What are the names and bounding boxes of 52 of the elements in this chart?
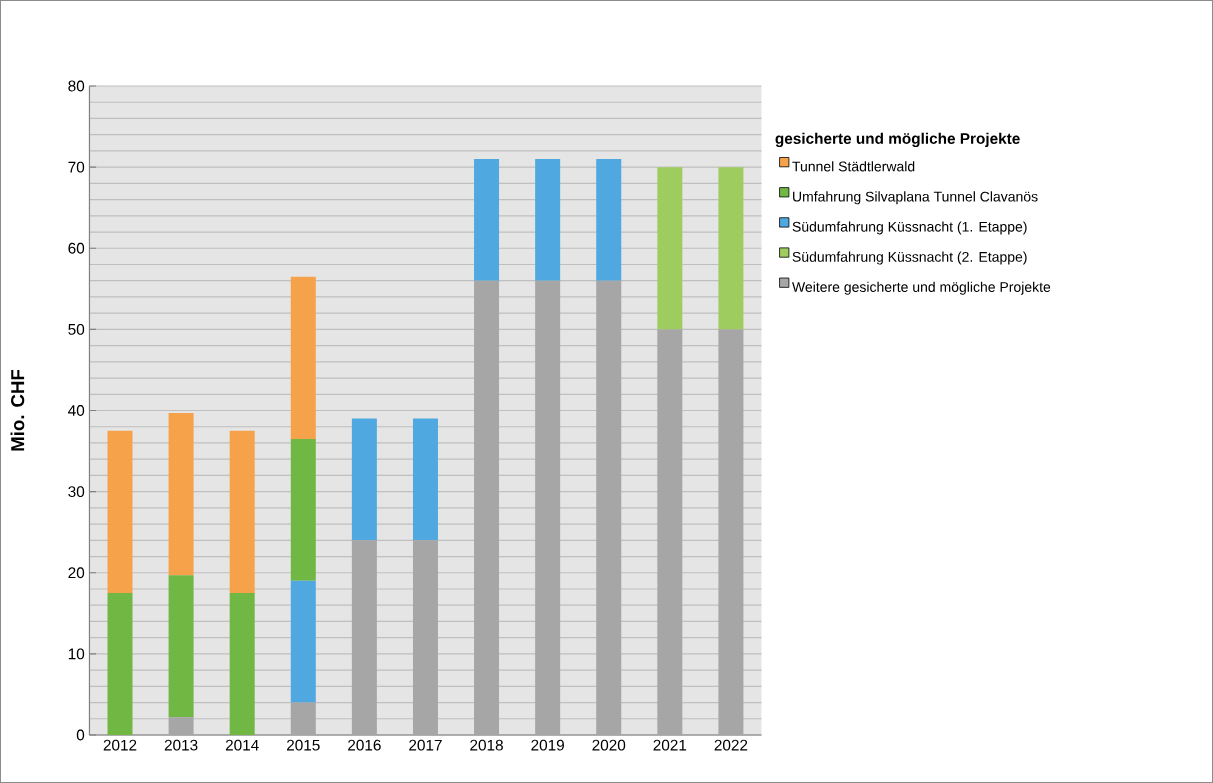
bar [290, 438, 316, 581]
legend-label: Umfahrung Silvaplana Tunnel Clavanös [793, 191, 1038, 205]
bar [718, 167, 744, 330]
bar [412, 540, 438, 735]
bar [718, 329, 744, 735]
bar [596, 280, 622, 735]
x-tick-label: 2015 [287, 739, 320, 751]
bar [107, 430, 133, 594]
y-tick-label: 30 [68, 486, 85, 498]
y-tick-label: 70 [68, 161, 85, 173]
x-tick-label: 2016 [348, 739, 381, 751]
bar [596, 159, 622, 281]
bar [168, 717, 194, 735]
x-tick-label: 2020 [592, 739, 626, 751]
bar [657, 329, 683, 735]
bar [351, 418, 377, 541]
x-tick-label: 2019 [531, 739, 564, 751]
x-tick-label: 2022 [714, 739, 748, 751]
bar [290, 276, 316, 439]
bar [535, 280, 561, 735]
x-tick-label: 2013 [164, 739, 198, 751]
bar [535, 159, 561, 281]
x-tick-label: 2014 [225, 739, 259, 751]
bar [168, 575, 194, 718]
bar [107, 593, 133, 735]
bar [657, 167, 683, 330]
bar [351, 540, 377, 735]
y-tick-label: 0 [76, 729, 85, 741]
legend-label: Südumfahrung Küssnacht (2. Etappe) [792, 251, 1027, 265]
legend-label: Weitere gesicherte und mögliche Projekte [792, 281, 1051, 295]
bar [229, 593, 255, 735]
x-tick-label: 2017 [409, 739, 442, 751]
bar [290, 580, 316, 703]
bar [474, 280, 500, 735]
legend-label: Südumfahrung Küssnacht (1. Etappe) [792, 221, 1027, 235]
bar [412, 418, 438, 541]
bar [290, 702, 316, 735]
x-tick-label: 2012 [103, 739, 137, 751]
y-axis-title: Mio. CHF [10, 369, 25, 451]
bar [168, 412, 194, 576]
x-tick-label: 2021 [653, 739, 687, 751]
y-tick-label: 20 [68, 567, 85, 579]
x-tick-label: 2018 [470, 739, 503, 751]
bar [474, 159, 500, 281]
y-tick-label: 60 [68, 242, 85, 254]
bar [229, 430, 255, 594]
legend-title: gesicherte und mögliche Projekte [775, 132, 1020, 148]
y-tick-label: 40 [68, 405, 85, 416]
y-tick-label: 10 [68, 648, 85, 660]
legend-label: Tunnel Städtlerwald [792, 161, 915, 172]
y-tick-label: 50 [68, 323, 85, 335]
y-tick-label: 80 [68, 80, 85, 92]
